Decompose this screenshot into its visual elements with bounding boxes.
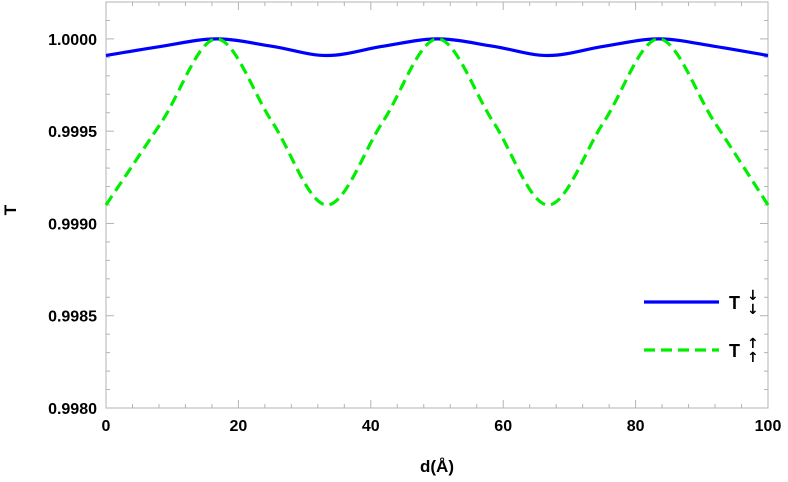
y-axis-label: T [1,204,20,215]
y-tick-label: 0.9990 [48,216,97,233]
series-line-t-up-up [104,37,770,207]
legend-arrow: ↓ [747,302,759,318]
series-layer [104,37,770,207]
legend-label: T [729,293,740,313]
x-tick-label: 100 [755,418,782,435]
x-tick-label: 60 [494,418,512,435]
y-tick-label: 0.9995 [48,124,97,141]
y-tick-label: 0.9985 [48,309,97,326]
series-line-t-down-down [105,37,769,58]
x-tick-label: 80 [627,418,645,435]
legend: T ↓↓ T ↑↑ [644,288,759,366]
x-axis-label: d(Å) [420,457,454,476]
x-axis-ticks: 0 20 40 60 80 100 [102,2,782,435]
y-tick-label: 1.0000 [48,32,97,49]
x-tick-label: 40 [362,418,380,435]
plot-frame [105,1,769,409]
x-tick-label: 20 [230,418,248,435]
legend-arrow: ↓ [747,288,759,304]
legend-arrow: ↑ [747,350,759,366]
x-tick-label: 0 [102,418,111,435]
y-axis-ticks: 0.9980 0.9985 0.9990 0.9995 1.0000 [48,1,768,418]
legend-label: T [729,341,740,361]
y-tick-label: 0.9980 [48,401,97,418]
legend-arrow: ↑ [747,336,759,352]
